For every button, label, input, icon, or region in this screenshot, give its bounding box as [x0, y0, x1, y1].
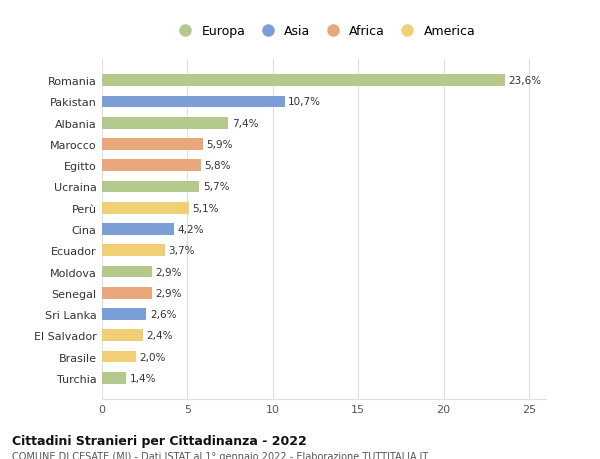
Text: 5,9%: 5,9% [206, 140, 233, 150]
Text: 2,6%: 2,6% [150, 309, 176, 319]
Text: 5,7%: 5,7% [203, 182, 229, 192]
Bar [102, 308, 146, 320]
Text: 5,1%: 5,1% [193, 203, 219, 213]
Bar [102, 287, 152, 299]
Text: 2,9%: 2,9% [155, 288, 181, 298]
Bar [102, 372, 126, 384]
Bar [102, 118, 229, 129]
Bar [102, 202, 189, 214]
Text: 1,4%: 1,4% [130, 373, 156, 383]
Text: 2,4%: 2,4% [146, 330, 173, 341]
Bar [102, 96, 285, 108]
Text: 2,0%: 2,0% [140, 352, 166, 362]
Text: 23,6%: 23,6% [508, 76, 542, 86]
Text: COMUNE DI CESATE (MI) - Dati ISTAT al 1° gennaio 2022 - Elaborazione TUTTITALIA.: COMUNE DI CESATE (MI) - Dati ISTAT al 1°… [12, 451, 428, 459]
Bar [102, 330, 143, 341]
Bar [102, 224, 174, 235]
Bar [102, 181, 199, 193]
Text: 5,8%: 5,8% [205, 161, 231, 171]
Text: 2,9%: 2,9% [155, 267, 181, 277]
Bar [102, 266, 152, 278]
Bar [102, 139, 203, 151]
Bar [102, 245, 165, 257]
Text: Cittadini Stranieri per Cittadinanza - 2022: Cittadini Stranieri per Cittadinanza - 2… [12, 434, 307, 447]
Text: 7,4%: 7,4% [232, 118, 258, 129]
Legend: Europa, Asia, Africa, America: Europa, Asia, Africa, America [173, 25, 475, 38]
Text: 10,7%: 10,7% [288, 97, 321, 107]
Bar [102, 75, 505, 87]
Text: 3,7%: 3,7% [169, 246, 195, 256]
Text: 4,2%: 4,2% [177, 224, 203, 235]
Bar [102, 160, 201, 172]
Bar [102, 351, 136, 363]
